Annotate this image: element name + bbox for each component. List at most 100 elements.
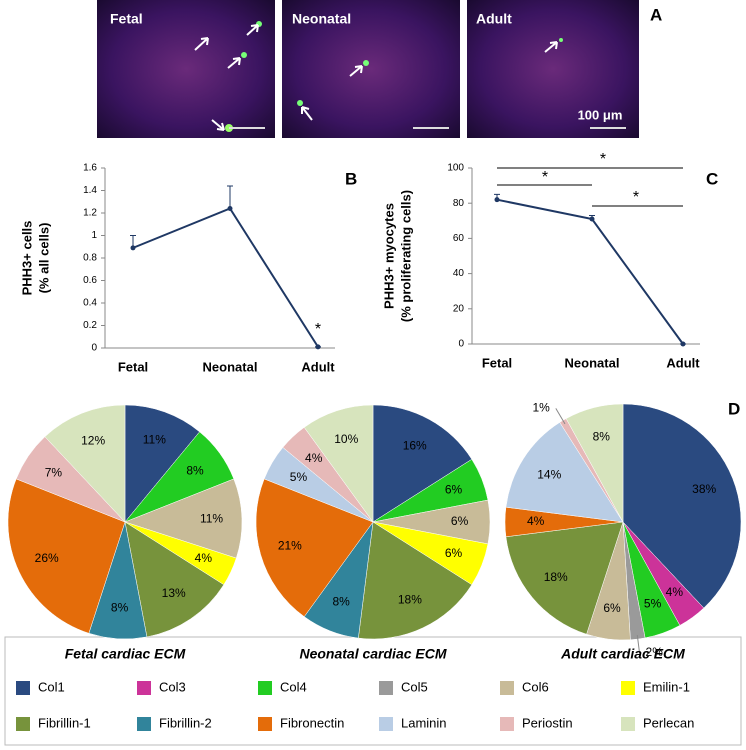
y-tick-label: 60 bbox=[453, 233, 465, 244]
legend-label: Emilin-1 bbox=[643, 679, 690, 694]
legend-label: Col6 bbox=[522, 679, 549, 694]
slice-label: 18% bbox=[544, 570, 568, 584]
slice-label: 6% bbox=[603, 601, 621, 615]
cell-marker bbox=[297, 100, 303, 106]
pie-slice bbox=[255, 478, 374, 618]
slice-label: 4% bbox=[305, 451, 323, 465]
slice-label: 11% bbox=[200, 511, 223, 525]
slice-label: 6% bbox=[451, 514, 469, 528]
leader-line bbox=[636, 635, 641, 654]
micrograph bbox=[467, 0, 639, 138]
significance-star: * bbox=[600, 151, 606, 168]
cell-marker bbox=[241, 52, 247, 58]
data-line bbox=[496, 198, 684, 345]
legend-label: Perlecan bbox=[643, 715, 694, 730]
slice-label: 38% bbox=[692, 482, 716, 496]
y-tick-label: 1.6 bbox=[83, 163, 97, 174]
y-tick-label: 100 bbox=[447, 163, 464, 174]
data-point bbox=[315, 344, 321, 350]
y-tick-label: 0 bbox=[458, 339, 464, 350]
pie-title: Fetal cardiac ECM bbox=[65, 646, 186, 662]
legend-swatch bbox=[621, 717, 635, 731]
legend-swatch bbox=[258, 717, 272, 731]
x-tick-label: Neonatal bbox=[565, 355, 620, 370]
pie-slice bbox=[358, 521, 473, 640]
data-point bbox=[589, 216, 595, 222]
legend-swatch bbox=[16, 717, 30, 731]
slice-label: 1% bbox=[532, 401, 550, 415]
y-tick-label: 0.2 bbox=[83, 320, 97, 331]
cell-marker bbox=[363, 60, 369, 66]
legend-label: Col1 bbox=[38, 679, 65, 694]
slice-label: 12% bbox=[81, 434, 105, 448]
x-tick-label: Adult bbox=[666, 355, 700, 370]
legend-label: Periostin bbox=[522, 715, 573, 730]
slice-label: 8% bbox=[186, 463, 204, 477]
panel-label: A bbox=[650, 5, 662, 24]
panel-label: C bbox=[706, 169, 718, 188]
legend-swatch bbox=[16, 681, 30, 695]
legend-swatch bbox=[500, 717, 514, 731]
y-axis-label: (% proliferating cells) bbox=[398, 190, 413, 322]
slice-label: 7% bbox=[45, 466, 63, 480]
panel-label: B bbox=[345, 169, 357, 188]
slice-label: 13% bbox=[162, 586, 186, 600]
slice-label: 5% bbox=[644, 596, 662, 610]
y-tick-label: 0.4 bbox=[83, 298, 97, 309]
y-tick-label: 0.6 bbox=[83, 275, 97, 286]
slice-label: 6% bbox=[445, 546, 463, 560]
y-tick-label: 0.8 bbox=[83, 253, 97, 264]
legend-label: Fibronectin bbox=[280, 715, 344, 730]
y-tick-label: 1 bbox=[91, 230, 97, 241]
legend-swatch bbox=[137, 717, 151, 731]
pie-slice bbox=[505, 521, 624, 635]
y-tick-label: 20 bbox=[453, 303, 465, 314]
significance-star: * bbox=[315, 321, 321, 338]
leader-line bbox=[555, 408, 566, 425]
y-tick-label: 40 bbox=[453, 268, 465, 279]
pie-slice bbox=[124, 521, 225, 638]
legend-swatch bbox=[621, 681, 635, 695]
x-tick-label: Fetal bbox=[118, 359, 148, 374]
pie-slice bbox=[44, 404, 126, 523]
y-axis-label: (% all cells) bbox=[36, 223, 51, 294]
micrograph bbox=[97, 0, 275, 138]
pie-title: Adult cardiac ECM bbox=[560, 646, 685, 662]
legend-swatch bbox=[379, 717, 393, 731]
slice-label: 11% bbox=[143, 433, 166, 447]
micrograph-label: Neonatal bbox=[292, 11, 351, 27]
slice-label: 8% bbox=[593, 430, 611, 444]
y-tick-label: 0 bbox=[91, 343, 97, 354]
data-line bbox=[132, 207, 319, 348]
legend-label: Col4 bbox=[280, 679, 307, 694]
pie-slice bbox=[124, 478, 243, 559]
micrograph-label: Fetal bbox=[110, 11, 143, 27]
pie-slice bbox=[372, 404, 473, 523]
x-tick-label: Neonatal bbox=[203, 359, 258, 374]
x-tick-label: Fetal bbox=[482, 355, 512, 370]
slice-label: 4% bbox=[527, 514, 545, 528]
cell-marker bbox=[559, 38, 563, 42]
y-tick-label: 1.4 bbox=[83, 185, 97, 196]
y-tick-label: 80 bbox=[453, 198, 465, 209]
scale-bar-label: 100 μm bbox=[578, 107, 623, 122]
data-point bbox=[680, 341, 686, 347]
pie-title: Neonatal cardiac ECM bbox=[299, 646, 446, 662]
arrows bbox=[194, 24, 558, 131]
micrograph-label: Adult bbox=[476, 11, 512, 27]
micrograph bbox=[282, 0, 460, 138]
significance-star: * bbox=[633, 189, 639, 206]
legend-swatch bbox=[379, 681, 393, 695]
slice-label: 6% bbox=[445, 482, 463, 496]
panel-label: D bbox=[728, 399, 740, 418]
legend-label: Laminin bbox=[401, 715, 447, 730]
y-tick-label: 1.2 bbox=[83, 208, 97, 219]
error-bar bbox=[227, 185, 233, 209]
slice-label: 4% bbox=[666, 585, 684, 599]
slice-label: 21% bbox=[278, 538, 302, 552]
data-point bbox=[494, 197, 500, 203]
legend-label: Col3 bbox=[159, 679, 186, 694]
slice-label: 8% bbox=[111, 601, 129, 615]
pie-slice bbox=[505, 422, 624, 523]
